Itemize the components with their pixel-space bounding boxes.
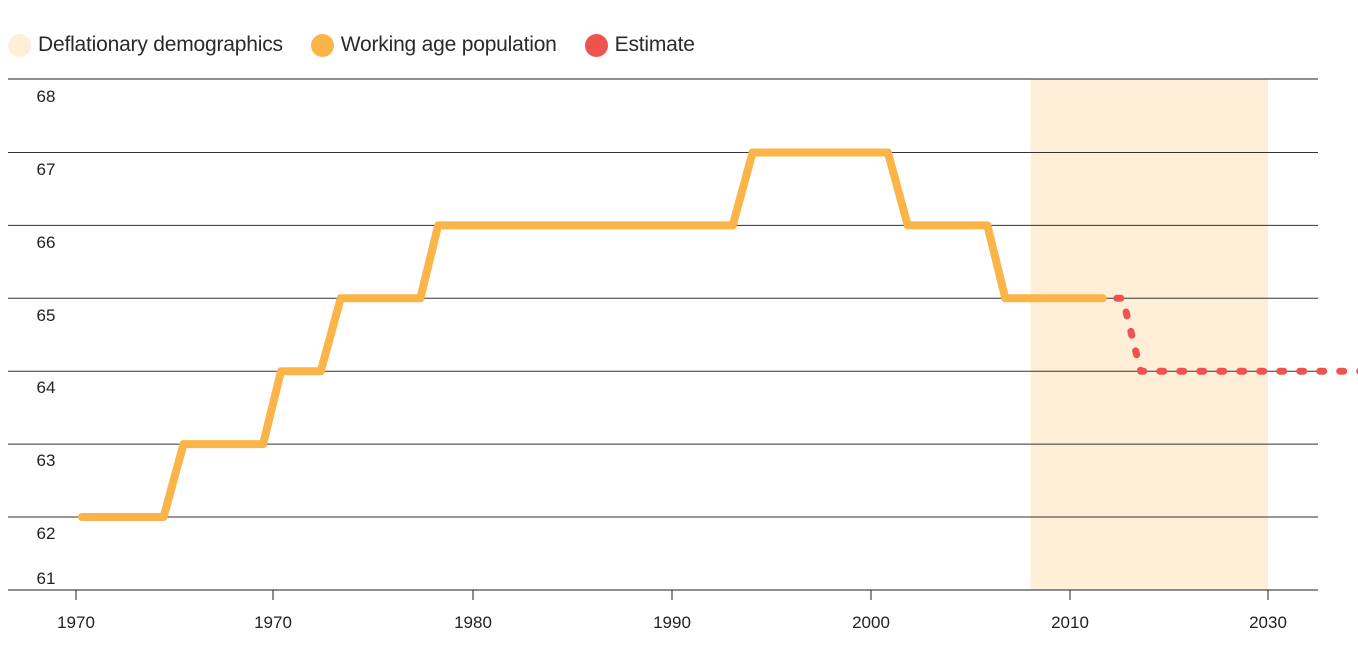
x-tick-label: 2030	[1249, 613, 1287, 632]
legend-swatch-deflationary	[8, 33, 31, 57]
y-tick-label: 62	[37, 524, 56, 543]
legend-label-deflationary: Deflationary demographics	[38, 33, 283, 56]
y-tick-label: 61	[37, 569, 56, 588]
y-tick-label: 66	[37, 233, 56, 252]
y-tick-label: 63	[37, 451, 56, 470]
legend-swatch-estimate	[584, 33, 608, 57]
series-line-working-age-population	[78, 148, 1107, 521]
y-tick-label: 64	[37, 378, 56, 397]
y-tick-label: 65	[37, 306, 56, 325]
x-tick-label: 1970	[254, 613, 292, 632]
x-tick-label: 1990	[653, 613, 691, 632]
y-tick-label: 67	[37, 160, 56, 179]
x-tick-label: 1970	[57, 613, 95, 632]
legend-item-deflationary: Deflationary demographics	[8, 33, 283, 57]
legend-swatch-working-age	[310, 33, 334, 57]
y-tick-label: 68	[37, 87, 56, 106]
x-tick-label: 2010	[1051, 613, 1089, 632]
legend-item-working-age: Working age population	[310, 33, 557, 57]
x-tick-label: 2000	[852, 613, 890, 632]
shaded-region-deflationary	[1030, 79, 1268, 590]
chart-legend: Deflationary demographics Working age po…	[8, 30, 723, 60]
legend-label-working-age: Working age population	[340, 33, 557, 56]
x-tick-label: 1980	[454, 613, 492, 632]
series-line-estimate	[1113, 294, 1358, 375]
legend-item-estimate: Estimate	[584, 33, 695, 57]
legend-label-estimate: Estimate	[614, 33, 695, 56]
